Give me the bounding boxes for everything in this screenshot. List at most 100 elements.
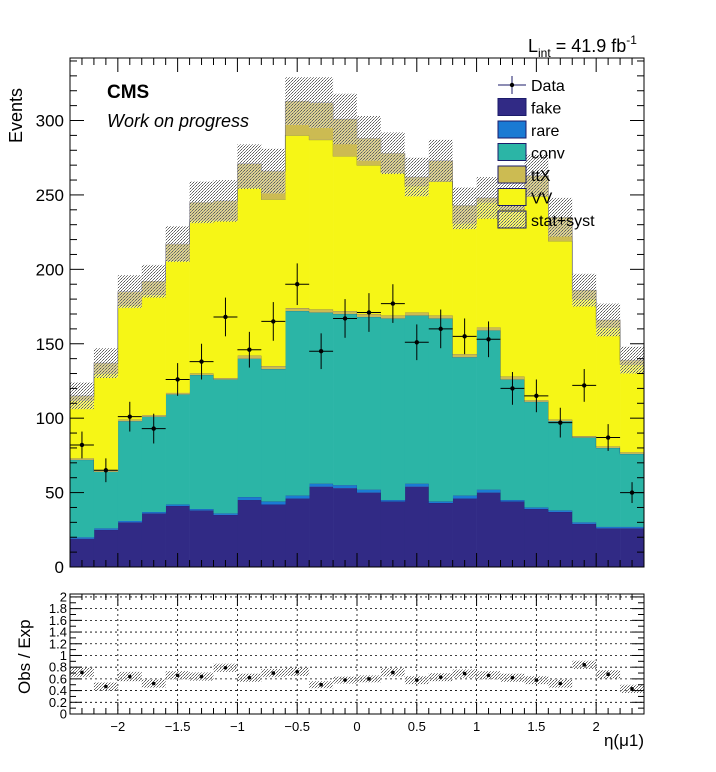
data-marker-17 bbox=[486, 337, 491, 342]
bar-rare-bin-17 bbox=[476, 489, 501, 493]
data-point-12 bbox=[357, 293, 381, 332]
bar-ttX-bin-23 bbox=[620, 452, 645, 454]
data-marker-2 bbox=[127, 414, 132, 419]
data-point-7 bbox=[237, 331, 262, 368]
bar-fake-bin-15 bbox=[428, 503, 453, 567]
bar-fake-bin-3 bbox=[141, 513, 166, 567]
legend-label-rare: rare bbox=[531, 123, 560, 140]
bar-fake-bin-11 bbox=[333, 488, 358, 567]
bar-rare-bin-12 bbox=[357, 489, 382, 493]
ratio-xtick-label-1: −1.5 bbox=[165, 719, 191, 734]
data-marker-8 bbox=[271, 319, 276, 324]
main-ytick-label-0: 0 bbox=[55, 558, 64, 577]
ratio-point-9 bbox=[295, 670, 300, 674]
data-point-2 bbox=[117, 401, 142, 432]
ratio-points bbox=[80, 663, 634, 691]
bar-ttX-bin-14 bbox=[404, 312, 430, 316]
legend-swatch-conv bbox=[497, 143, 527, 161]
ratio-xtick-label-6: 1 bbox=[473, 719, 480, 734]
bar-VV-bin-18 bbox=[500, 209, 525, 377]
data-point-15 bbox=[428, 309, 453, 349]
bar-VV-bin-12 bbox=[357, 165, 382, 314]
data-point-1 bbox=[93, 458, 118, 483]
bar-conv-bin-13 bbox=[380, 318, 406, 501]
data-point-16 bbox=[452, 318, 477, 355]
ratio-point-22 bbox=[606, 672, 610, 676]
data-point-22 bbox=[596, 424, 621, 451]
bar-rare-bin-14 bbox=[404, 483, 430, 487]
data-marker-12 bbox=[366, 310, 372, 315]
bar-rare-bin-11 bbox=[333, 485, 358, 489]
bar-rare-bin-7 bbox=[237, 497, 262, 501]
band-bin-13 bbox=[380, 132, 405, 175]
band-bin-8 bbox=[261, 148, 286, 194]
bar-VV-bin-3 bbox=[141, 294, 166, 416]
data-marker-3 bbox=[151, 426, 156, 431]
bar-rare-bin-5 bbox=[189, 508, 214, 511]
data-point-17 bbox=[476, 321, 501, 358]
ratio-point-5 bbox=[199, 674, 204, 679]
band-bin-6 bbox=[213, 180, 238, 222]
ratio-xtick-label-7: 1.5 bbox=[527, 719, 545, 734]
ratio-ytick-label-6: 1.2 bbox=[49, 636, 67, 651]
bar-conv-bin-22 bbox=[596, 447, 621, 527]
bar-conv-bin-11 bbox=[333, 313, 358, 486]
legend-data-marker bbox=[509, 82, 515, 88]
ratio-ytick-label-3: 0.6 bbox=[49, 671, 67, 686]
bar-rare-bin-2 bbox=[117, 520, 143, 523]
bar-rare-bin-1 bbox=[93, 528, 119, 530]
bar-fake-bin-5 bbox=[189, 510, 214, 567]
data-point-8 bbox=[261, 302, 286, 341]
bar-rare-bin-10 bbox=[309, 483, 334, 487]
bar-ttX-bin-0 bbox=[70, 458, 95, 460]
data-marker-20 bbox=[558, 420, 563, 425]
legend-entry-data: Data bbox=[498, 76, 565, 95]
ratio-grid bbox=[70, 594, 644, 715]
ratio-point-4 bbox=[175, 673, 180, 678]
ratio-ytick-label-9: 1.8 bbox=[49, 601, 67, 616]
bar-VV-bin-23 bbox=[620, 364, 645, 453]
bar-rare-bin-21 bbox=[572, 522, 597, 524]
bar-fake-bin-10 bbox=[309, 486, 334, 567]
data-point-9 bbox=[285, 263, 310, 306]
bar-ttX-bin-9 bbox=[285, 308, 310, 312]
band-bin-2 bbox=[117, 275, 142, 309]
ratio-xtick-label-5: 0.5 bbox=[408, 719, 426, 734]
ratio-ytick-label-10: 2 bbox=[60, 589, 67, 604]
legend: Data fake rare conv ttX VV stat+syst bbox=[497, 76, 595, 230]
legend-label-data: Data bbox=[531, 78, 565, 95]
subtitle: Work on progress bbox=[107, 111, 249, 131]
bar-rare-bin-3 bbox=[141, 511, 166, 514]
x-axis-label: η(μ1) bbox=[604, 731, 644, 750]
data-marker-16 bbox=[462, 334, 467, 339]
cms-label: CMS bbox=[107, 82, 149, 103]
band-bin-10 bbox=[309, 77, 334, 128]
legend-swatch-VV bbox=[497, 188, 527, 206]
bar-fake-bin-17 bbox=[476, 492, 501, 567]
bar-fake-bin-7 bbox=[237, 500, 262, 567]
data-marker-13 bbox=[390, 301, 396, 306]
band-bin-23 bbox=[620, 346, 644, 374]
band-bin-22 bbox=[596, 303, 621, 337]
legend-label-VV: VV bbox=[531, 191, 553, 208]
bar-rare-bin-9 bbox=[285, 495, 310, 499]
data-marker-0 bbox=[79, 442, 85, 448]
main-y-axis-label: Events bbox=[6, 88, 26, 143]
legend-label-fake: fake bbox=[531, 101, 561, 118]
legend-entry-band: stat+syst bbox=[497, 210, 595, 230]
main-stack bbox=[70, 100, 645, 567]
main-ytick-label-300: 300 bbox=[36, 112, 64, 131]
ratio-point-3 bbox=[151, 681, 156, 686]
legend-entry-fake: fake bbox=[497, 98, 561, 118]
ratio-ytick-label-4: 0.8 bbox=[49, 660, 67, 675]
data-point-5 bbox=[189, 343, 214, 380]
bar-VV-bin-1 bbox=[93, 373, 119, 471]
data-marker-15 bbox=[438, 326, 443, 332]
bar-VV-bin-14 bbox=[404, 185, 430, 313]
bar-ttX-bin-6 bbox=[213, 377, 238, 380]
bar-fake-bin-21 bbox=[572, 523, 597, 567]
bar-conv-bin-8 bbox=[261, 369, 286, 502]
data-point-4 bbox=[165, 363, 190, 396]
bar-rare-bin-19 bbox=[524, 507, 549, 509]
ratio-point-1 bbox=[104, 684, 108, 689]
